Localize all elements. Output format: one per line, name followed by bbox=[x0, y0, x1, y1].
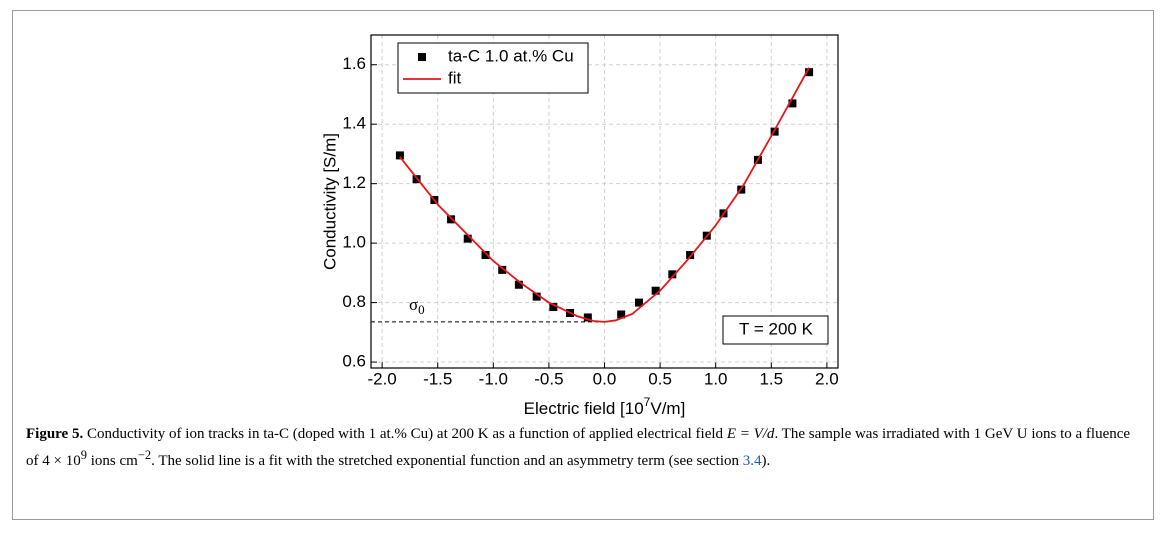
caption: Figure 5. Conductivity of ion tracks in … bbox=[26, 424, 1141, 472]
x-tick-label: -2.0 bbox=[367, 369, 396, 388]
data-point bbox=[788, 99, 797, 108]
sigma-label: σ0 bbox=[409, 295, 425, 317]
caption-text: . The solid line is a fit with the stret… bbox=[151, 453, 743, 469]
data-point bbox=[549, 303, 558, 312]
plot-frame bbox=[370, 34, 839, 369]
caption-text: ions cm bbox=[86, 453, 138, 469]
x-tick-label: 1.0 bbox=[704, 369, 728, 388]
fit-line bbox=[399, 67, 810, 323]
data-point bbox=[634, 298, 643, 307]
caption-label: Figure 5. bbox=[26, 426, 84, 442]
x-tick-label: 0.0 bbox=[593, 369, 617, 388]
y-axis-label: Conductivity [S/m] bbox=[320, 133, 339, 270]
legend-label: ta-C 1.0 at.% Cu bbox=[448, 46, 574, 65]
section-link[interactable]: 3.4 bbox=[742, 453, 762, 469]
y-tick-label: 1.2 bbox=[342, 173, 366, 192]
caption-text: Conductivity of ion tracks in ta-C (dope… bbox=[83, 426, 727, 442]
temperature-label: T = 200 K bbox=[739, 319, 814, 338]
sigma-symbol: σ bbox=[409, 295, 418, 314]
legend-box bbox=[397, 42, 589, 94]
data-point bbox=[583, 313, 592, 322]
data-point bbox=[481, 251, 490, 260]
data-point bbox=[805, 68, 814, 77]
figure-frame bbox=[12, 10, 1154, 520]
caption-math: E = V/d bbox=[726, 426, 775, 442]
x-tick-label: -1.0 bbox=[479, 369, 508, 388]
legend-label: fit bbox=[448, 68, 462, 87]
y-tick-label: 1.6 bbox=[342, 54, 366, 73]
x-axis-label: Electric field [107V/m] bbox=[524, 395, 686, 418]
chart: -2.0 -1.5 -1.0 -0.5 0.0 0.5 1.0 1.5 2.0 0.6 0.8 1.0… bbox=[320, 34, 839, 418]
y-tick-label: 1.0 bbox=[342, 233, 366, 252]
x-tick-label: 1.5 bbox=[759, 369, 783, 388]
x-axis-label-part: Electric field [10 bbox=[524, 399, 644, 418]
legend-marker bbox=[418, 53, 426, 61]
x-axis-label-sup: 7 bbox=[644, 395, 651, 409]
data-point bbox=[668, 270, 677, 279]
y-tick-label: 0.8 bbox=[342, 292, 366, 311]
x-tick-label: 0.5 bbox=[648, 369, 672, 388]
caption-text: ). bbox=[761, 453, 771, 469]
data-point bbox=[686, 251, 695, 260]
caption-sup: −2 bbox=[137, 448, 152, 462]
x-tick-label: -0.5 bbox=[534, 369, 563, 388]
y-tick-label: 0.6 bbox=[342, 352, 366, 371]
temperature-box bbox=[722, 315, 829, 345]
data-point bbox=[651, 286, 660, 295]
data-point bbox=[395, 151, 404, 160]
y-tick-label: 1.4 bbox=[342, 114, 366, 133]
data-point bbox=[514, 280, 523, 289]
x-axis-label-part: V/m] bbox=[650, 399, 685, 418]
data-point bbox=[617, 310, 626, 319]
data-point bbox=[463, 234, 472, 243]
sigma-subscript: 0 bbox=[418, 302, 425, 317]
x-tick-label: -1.5 bbox=[423, 369, 452, 388]
x-tick-label: 2.0 bbox=[815, 369, 839, 388]
data-point bbox=[447, 215, 456, 224]
data-point bbox=[498, 265, 507, 274]
caption-sup: 9 bbox=[80, 448, 87, 462]
caption-text: . The sample was irradiated with 1 GeV U… bbox=[26, 426, 1131, 469]
data-point bbox=[532, 292, 541, 301]
